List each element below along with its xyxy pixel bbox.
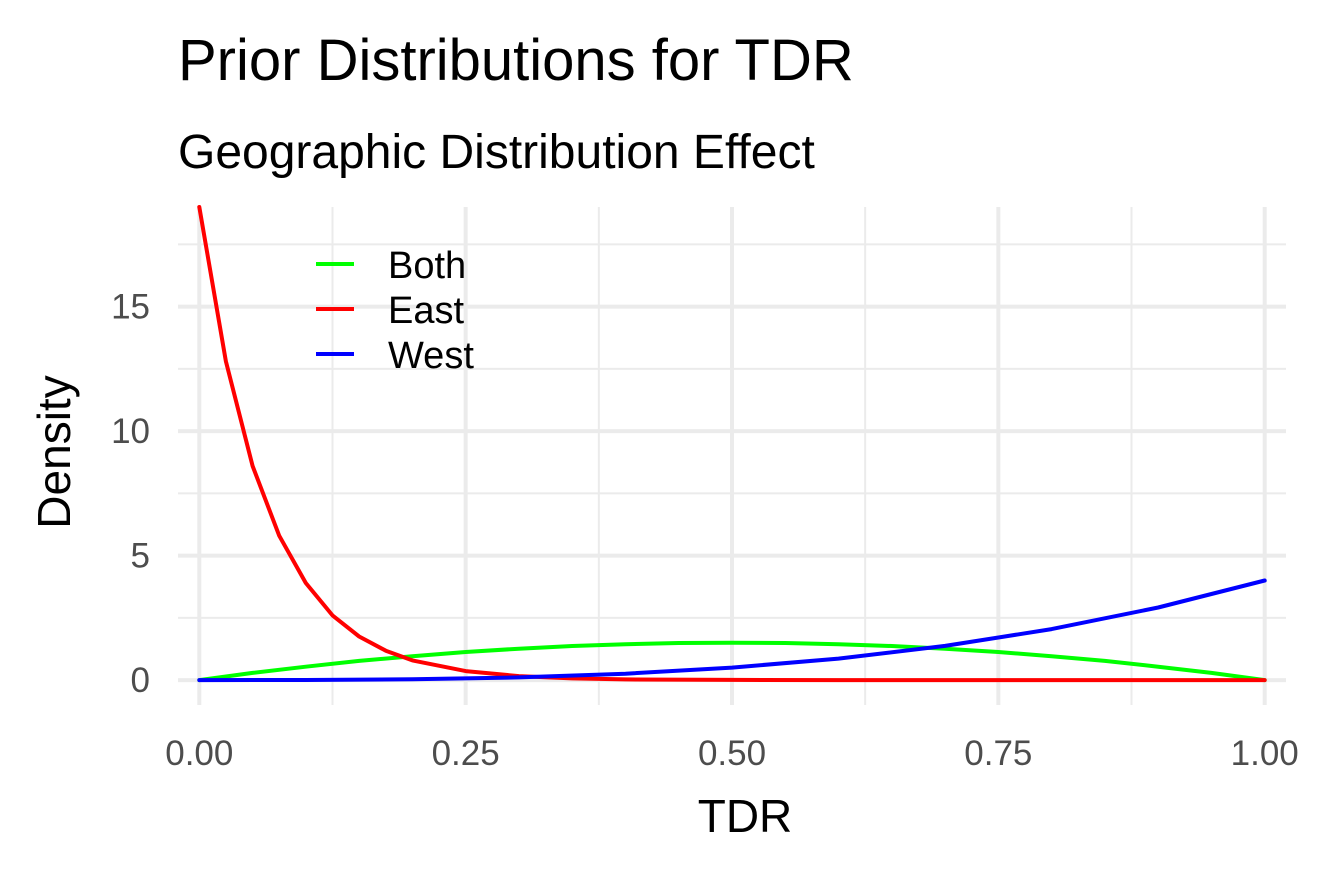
y-tick-label: 5	[131, 537, 150, 576]
y-tick-label: 15	[111, 288, 150, 327]
y-axis-title: Density	[28, 375, 80, 528]
chart-subtitle: Geographic Distribution Effect	[178, 126, 815, 179]
x-tick-label: 0.50	[698, 734, 766, 773]
x-axis-title: TDR	[698, 790, 793, 842]
legend-item-both: Both	[316, 245, 466, 287]
series-line-west	[197, 578, 1267, 683]
legend-item-west: West	[316, 335, 474, 377]
chart-title: Prior Distributions for TDR	[178, 28, 854, 93]
x-tick-label: 0.75	[964, 734, 1032, 773]
x-axis-ticks: 0.00 0.25 0.50 0.75 1.00	[165, 734, 1299, 773]
x-tick-label: 1.00	[1231, 734, 1299, 773]
legend-label-west: West	[388, 335, 474, 377]
legend-label-both: Both	[388, 245, 466, 287]
x-tick-label: 0.25	[432, 734, 500, 773]
y-axis-ticks: 0 5 10 15	[111, 288, 150, 700]
series-lines	[197, 205, 1267, 683]
legend-label-east: East	[388, 290, 464, 332]
series-line-both	[197, 640, 1267, 683]
y-tick-label: 0	[131, 661, 150, 700]
legend-item-east: East	[316, 290, 464, 332]
series-line-east	[197, 205, 1267, 683]
y-tick-label: 10	[111, 412, 150, 451]
x-tick-label: 0.00	[165, 734, 233, 773]
major-gridlines	[178, 207, 1286, 705]
